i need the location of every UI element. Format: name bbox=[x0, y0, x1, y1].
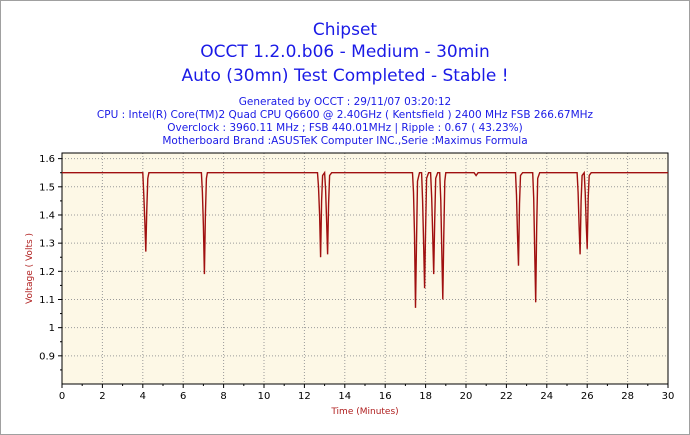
generated-info: Generated by OCCT : 29/11/07 03:20:12 bbox=[238, 96, 452, 108]
x-axis-title: Time (Minutes) bbox=[330, 407, 398, 417]
chart-subtitle-test: OCCT 1.2.0.b06 - Medium - 30min bbox=[200, 42, 490, 62]
x-tick-label: 6 bbox=[180, 391, 186, 402]
y-tick-label: 1.4 bbox=[39, 210, 55, 221]
voltage-series-line bbox=[62, 170, 668, 308]
plot-area bbox=[62, 153, 668, 384]
y-tick-label: 1.2 bbox=[39, 267, 55, 278]
x-tick-label: 8 bbox=[220, 391, 226, 402]
chart-subtitle-status: Auto (30mn) Test Completed - Stable ! bbox=[181, 66, 509, 86]
y-axis-title: Voltage ( Volts ) bbox=[25, 233, 35, 304]
x-tick-label: 26 bbox=[581, 391, 594, 402]
y-tick-label: 1.3 bbox=[39, 239, 55, 250]
overclock-info: Overclock : 3960.11 MHz ; FSB 440.01MHz … bbox=[167, 122, 523, 134]
tick-labels: 0 2 4 6 8 10 12 14 16 18 20 22 24 26 28 300.911.11.21.3… bbox=[39, 154, 674, 402]
x-tick-label: 10 bbox=[258, 391, 271, 402]
y-tick-label: 1 bbox=[49, 323, 55, 334]
x-tick-label: 30 bbox=[662, 391, 675, 402]
y-tick-label: 1.1 bbox=[39, 295, 55, 306]
x-tick-label: 14 bbox=[338, 391, 351, 402]
x-tick-label: 22 bbox=[500, 391, 513, 402]
x-tick-label: 0 bbox=[59, 391, 65, 402]
motherboard-info: Motherboard Brand :ASUSTeK Computer INC.… bbox=[162, 135, 528, 147]
x-tick-label: 16 bbox=[379, 391, 392, 402]
y-tick-label: 1.6 bbox=[39, 154, 55, 165]
tick-marks bbox=[58, 158, 669, 388]
y-tick-label: 1.5 bbox=[39, 182, 55, 193]
grid-lines bbox=[62, 153, 668, 384]
x-tick-label: 24 bbox=[540, 391, 553, 402]
x-tick-label: 12 bbox=[298, 391, 311, 402]
x-tick-label: 28 bbox=[621, 391, 634, 402]
chart-title: Chipset bbox=[312, 20, 378, 40]
x-tick-label: 20 bbox=[460, 391, 473, 402]
x-tick-label: 4 bbox=[140, 391, 146, 402]
x-tick-label: 18 bbox=[419, 391, 432, 402]
x-tick-label: 2 bbox=[99, 391, 105, 402]
y-tick-label: 0.9 bbox=[39, 351, 55, 362]
cpu-info: CPU : Intel(R) Core(TM)2 Quad CPU Q6600 … bbox=[96, 109, 594, 121]
